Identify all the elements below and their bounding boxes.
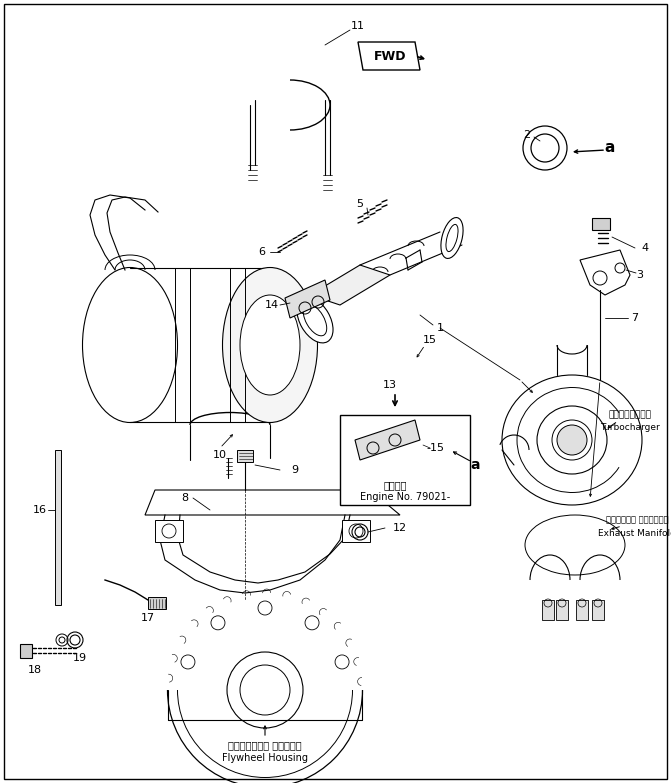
Text: 1: 1 [437,323,444,333]
Bar [542,600,554,620]
Text: a: a [470,458,480,472]
Text: 19: 19 [73,653,87,663]
Text: 5: 5 [356,199,364,209]
Text: Flywheel Housing: Flywheel Housing [222,753,308,763]
Ellipse shape [223,268,317,423]
Text: a: a [605,140,615,156]
Text: 9: 9 [291,465,299,475]
Bar [155,520,183,542]
Text: Exhaust Manifold: Exhaust Manifold [598,529,671,537]
Text: 3: 3 [637,270,643,280]
Text: ターボチャージャ: ターボチャージャ [609,410,652,420]
Text: 10: 10 [213,450,227,460]
Ellipse shape [441,218,463,258]
Text: 6: 6 [258,247,266,257]
Text: 17: 17 [141,613,155,623]
Text: 18: 18 [28,665,42,675]
Text: 14: 14 [265,300,279,310]
Text: 8: 8 [181,493,189,503]
Bar [237,450,253,462]
Bar [148,597,166,609]
Bar [342,520,370,542]
Text: FWD: FWD [374,49,406,63]
Text: Turbocharger: Turbocharger [600,424,660,432]
Text: 4: 4 [641,243,649,253]
Polygon shape [145,490,400,515]
Text: Engine No. 79021-: Engine No. 79021- [360,492,450,502]
Text: -15: -15 [426,443,444,453]
Bar [576,600,588,620]
Text: 11: 11 [351,21,365,31]
Ellipse shape [83,268,178,423]
Bar [592,218,610,230]
Text: 7: 7 [631,313,639,323]
Ellipse shape [240,295,300,395]
Bar [556,600,568,620]
Polygon shape [580,250,630,295]
Circle shape [557,425,587,455]
Text: 2: 2 [523,130,531,140]
Polygon shape [285,280,330,318]
Text: エキゾースト マニホールド: エキゾースト マニホールド [606,515,668,525]
Bar [55,450,61,605]
Text: 適用号機: 適用号機 [383,480,407,490]
Text: 16: 16 [33,505,47,515]
Polygon shape [358,42,420,70]
Text: 13: 13 [383,380,397,390]
Text: 12: 12 [393,523,407,533]
Ellipse shape [297,297,333,343]
Text: フライホイール ハウジング: フライホイール ハウジング [228,740,302,750]
Bar [20,644,32,658]
Text: 15: 15 [423,335,437,345]
Polygon shape [355,420,420,460]
Bar [592,600,604,620]
Bar [340,415,470,505]
Polygon shape [310,265,390,305]
